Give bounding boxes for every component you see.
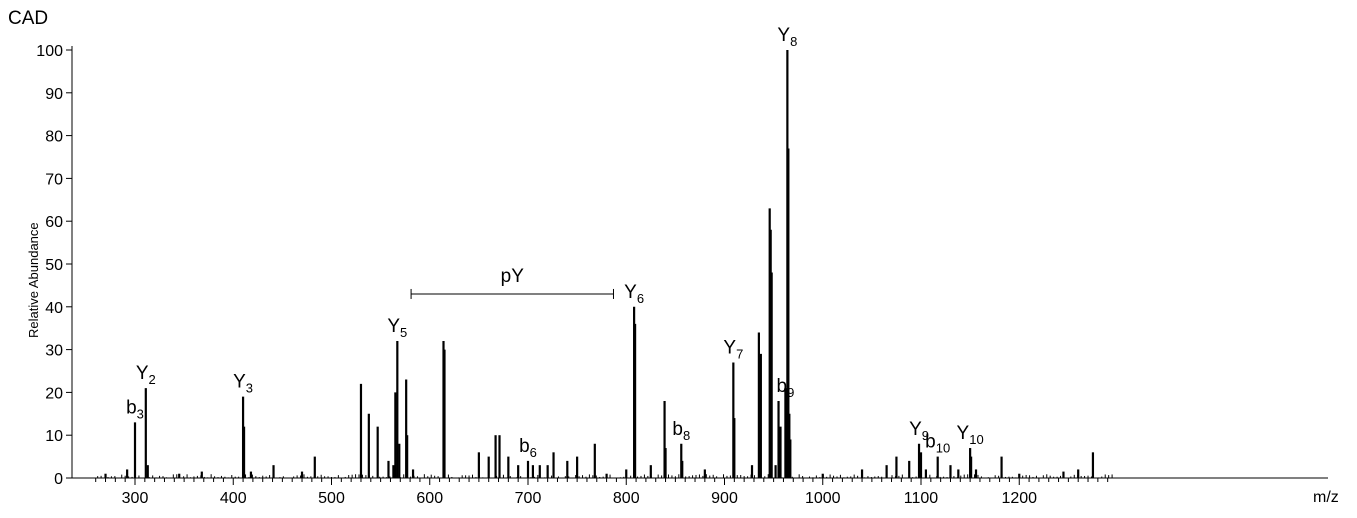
x-tick-label: 900 [711,490,738,507]
peak-label-y6: Y6 [624,282,644,306]
y-tick-label: 90 [45,86,63,103]
y-tick-label: 0 [54,471,63,488]
x-axis-label: m/z [1313,489,1339,506]
peak-label-y9: Y9 [909,419,929,443]
peak-label-y8: Y8 [777,25,797,49]
y-tick-label: 10 [45,428,63,445]
y-tick-label: 20 [45,385,63,402]
peak-label-y5: Y5 [387,316,407,340]
peak-label-b10: b10 [925,432,950,456]
x-tick-label: 500 [318,490,345,507]
x-tick-label: 600 [416,490,443,507]
y-tick-label: 50 [45,257,63,274]
x-tick-label: 300 [122,490,149,507]
peak-label-b3: b3 [126,397,144,421]
y-tick-label: 60 [45,214,63,231]
neutral-loss-label: pY [501,266,525,287]
x-tick-label: 800 [613,490,640,507]
peak-label-b9: b9 [777,376,795,400]
peak-label-y3: Y3 [233,372,253,396]
y-tick-label: 80 [45,129,63,146]
peak-label-y2: Y2 [136,363,156,387]
y-tick-label: 100 [36,43,63,60]
peak-label-y7: Y7 [723,337,743,361]
x-tick-label: 700 [515,490,542,507]
x-tick-label: 1000 [805,490,841,507]
peak-label-b6: b6 [519,436,537,460]
y-tick-label: 40 [45,300,63,317]
x-tick-label: 1200 [1001,490,1037,507]
x-tick-label: 400 [220,490,247,507]
y-tick-label: 70 [45,171,63,188]
peak-label-y10: Y10 [957,423,984,447]
y-tick-label: 30 [45,343,63,360]
x-tick-label: 1100 [904,490,939,507]
chart-title: CAD [8,8,49,29]
peak-label-b8: b8 [672,419,690,443]
